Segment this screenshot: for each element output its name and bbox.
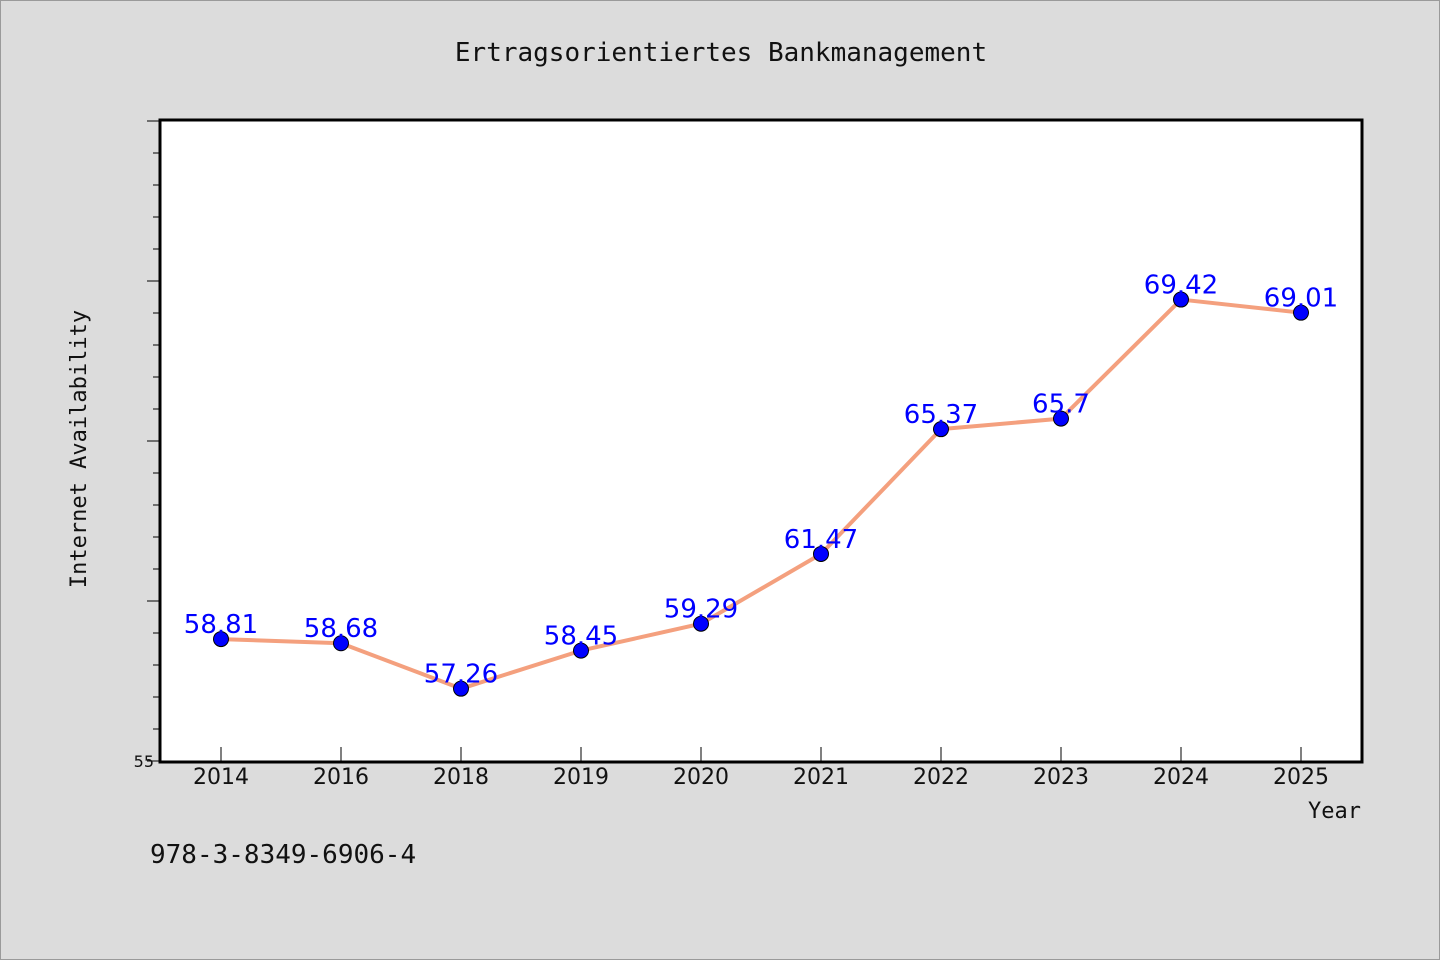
series-markers — [213, 291, 1309, 697]
data-label: 58.81 — [184, 610, 258, 640]
y-axis-ticks — [147, 120, 160, 762]
x-tick-label: 2025 — [1273, 765, 1329, 790]
data-label: 58.45 — [544, 622, 618, 652]
plot-area — [158, 118, 1364, 764]
data-label: 57.26 — [424, 660, 498, 690]
x-tick-label: 2018 — [433, 765, 489, 790]
y-axis-title: Internet Availability — [67, 310, 92, 588]
series-line — [219, 297, 1303, 691]
x-tick-label: 2021 — [793, 765, 849, 790]
data-label: 69.01 — [1264, 284, 1338, 314]
x-tick-label: 2022 — [913, 765, 969, 790]
data-point-marker — [813, 545, 829, 562]
data-point-marker — [333, 635, 349, 652]
data-point-marker — [933, 421, 949, 438]
data-point-marker — [1053, 410, 1069, 427]
x-tick-label: 2023 — [1033, 765, 1089, 790]
data-label: 59.29 — [664, 595, 738, 625]
x-tick-label: 2016 — [313, 765, 369, 790]
isbn-text: 978-3-8349-6906-4 — [150, 840, 416, 870]
data-point-marker — [1293, 304, 1309, 321]
data-point-marker — [1173, 291, 1189, 308]
data-label: 65.37 — [904, 400, 978, 430]
data-point-marker — [213, 631, 229, 648]
x-tick-label: 2024 — [1153, 765, 1209, 790]
x-axis-ticks — [220, 747, 1302, 761]
x-axis-tick-labels: 2014 2016 2018 2019 2020 2021 2022 2023 2024 2025 — [193, 765, 1329, 790]
data-point-marker — [453, 680, 469, 697]
x-axis-title: Year — [1308, 799, 1361, 824]
x-tick-label: 2020 — [673, 765, 729, 790]
data-label: 61.47 — [784, 525, 858, 555]
x-tick-label: 2014 — [193, 765, 249, 790]
data-label: 58.68 — [304, 614, 378, 644]
data-label: 65.7 — [1032, 390, 1090, 420]
data-labels: 58.81 58.68 57.26 58.45 59.29 61.47 65.37 65.7 6… — [184, 271, 1338, 690]
y-tick-label: 55 — [134, 752, 154, 771]
x-tick-label: 2019 — [553, 765, 609, 790]
y-axis-tick-labels: 55 — [134, 752, 154, 771]
chart-title: Ertragsorientiertes Bankmanagement — [455, 38, 987, 68]
data-label: 69.42 — [1144, 271, 1218, 301]
data-point-marker — [693, 615, 709, 632]
data-point-marker — [573, 642, 589, 659]
